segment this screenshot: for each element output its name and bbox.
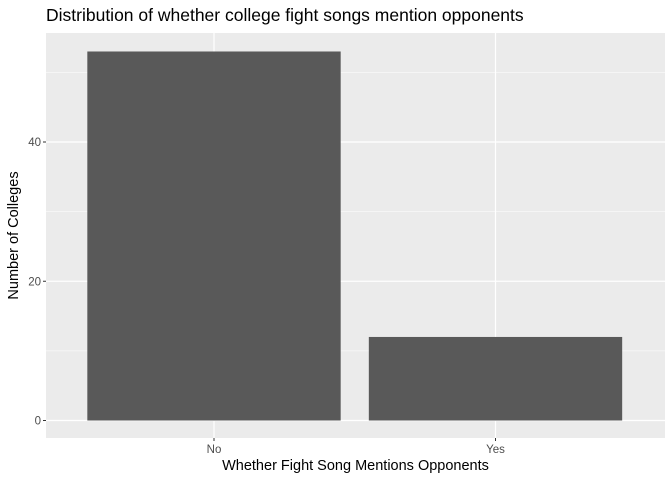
x-axis: No Yes: [207, 438, 505, 456]
bar-yes: [368, 336, 623, 421]
chart-title: Distribution of whether college fight so…: [46, 5, 524, 25]
y-tick-label: 40: [28, 137, 41, 149]
y-tick-label: 0: [35, 416, 41, 428]
bars-group: [87, 51, 623, 421]
bar-no: [87, 51, 341, 421]
x-axis-title: Whether Fight Song Mentions Opponents: [222, 458, 489, 474]
x-tick-label: No: [207, 444, 222, 456]
y-axis: 0 20 40: [28, 137, 46, 428]
y-tick-label: 20: [28, 276, 41, 288]
x-tick-label: Yes: [486, 444, 505, 456]
y-axis-title: Number of Colleges: [6, 171, 22, 299]
